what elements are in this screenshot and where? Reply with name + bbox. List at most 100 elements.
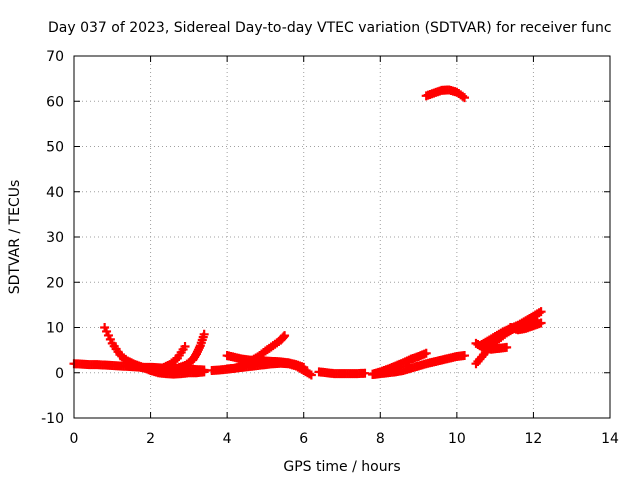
data-point (280, 331, 290, 341)
x-tick-label: 2 (146, 431, 155, 447)
y-tick-label: 50 (46, 140, 64, 156)
y-tick-label: 60 (46, 94, 64, 110)
data-point (199, 329, 209, 339)
data-point (301, 367, 311, 377)
data-point (530, 310, 540, 320)
data-point (255, 350, 265, 360)
y-tick-label: 40 (46, 185, 64, 201)
data-point (490, 337, 500, 347)
data-point (521, 316, 531, 326)
data-point (477, 352, 487, 362)
data-point (239, 360, 249, 370)
data-point (262, 345, 272, 355)
data-point (528, 311, 538, 321)
data-point (494, 334, 504, 344)
data-point (180, 361, 190, 371)
data-point (460, 93, 470, 103)
data-point (452, 87, 462, 97)
data-point (182, 359, 192, 369)
data-point (475, 354, 485, 364)
data-point (525, 313, 535, 323)
data-point (170, 355, 180, 365)
data-point (266, 342, 276, 352)
data-point (486, 334, 496, 344)
data-point (125, 358, 135, 368)
data-point (102, 326, 112, 336)
data-point (169, 356, 179, 366)
data-point (494, 329, 504, 339)
data-point (527, 312, 537, 322)
data-point (496, 328, 506, 338)
data-point (523, 315, 533, 325)
x-tick-label: 8 (376, 431, 385, 447)
data-point (534, 308, 544, 318)
data-point (259, 348, 269, 358)
data-point (536, 307, 546, 317)
data-point (532, 309, 542, 319)
x-tick-label: 12 (525, 431, 543, 447)
y-tick-label: 20 (46, 275, 64, 291)
data-point (180, 342, 190, 352)
data-point (421, 348, 431, 358)
data-point (264, 343, 274, 353)
data-point (237, 361, 247, 371)
data-point (272, 338, 282, 348)
data-point (268, 341, 278, 351)
x-tick-labels: 0 2 4 6 8 10 12 14 (70, 431, 619, 447)
data-point (473, 356, 483, 366)
data-point (488, 339, 498, 349)
data-point (513, 320, 523, 330)
data-point (360, 368, 370, 378)
data-point (109, 341, 119, 351)
data-point (492, 330, 502, 340)
data-point (304, 369, 314, 379)
x-tick-label: 4 (223, 431, 232, 447)
data-point (103, 330, 113, 340)
data-point (186, 356, 196, 366)
y-tick-label: 10 (46, 321, 64, 337)
data-point (100, 323, 110, 332)
x-tick-label: 10 (448, 431, 466, 447)
data-point (123, 356, 133, 366)
data-point (475, 341, 485, 351)
y-tick-label: -10 (41, 411, 64, 427)
data-point (257, 349, 267, 359)
y-axis-label: SDTVAR / TECUs (7, 180, 23, 295)
data-point (490, 332, 500, 342)
data-point (270, 339, 280, 349)
data-point (178, 344, 188, 354)
data-point (517, 318, 527, 328)
data-point (260, 346, 270, 356)
data-point (456, 90, 466, 100)
data-point (172, 353, 182, 363)
x-axis-label: GPS time / hours (283, 459, 400, 475)
data-point (105, 334, 115, 344)
y-tick-label: 70 (46, 49, 64, 65)
data-point (519, 317, 529, 327)
data-point (481, 337, 491, 347)
data-point (454, 89, 464, 99)
data-point (488, 333, 498, 343)
data-point (117, 351, 127, 361)
y-tick-label: 0 (55, 366, 64, 382)
x-tick-label: 6 (299, 431, 308, 447)
plot-frame (73, 55, 611, 419)
data-point (121, 355, 131, 365)
data-point (473, 339, 483, 349)
y-tick-labels: -10 0 10 20 30 40 50 60 70 (41, 49, 64, 427)
data-point (484, 335, 494, 345)
data-point (115, 350, 125, 360)
data-point (119, 354, 129, 364)
data-point (482, 336, 492, 346)
y-tick-label: 30 (46, 230, 64, 246)
data-point (471, 338, 481, 348)
data-points (69, 85, 546, 380)
data-point (477, 342, 487, 352)
data-point (306, 370, 316, 380)
data-point (274, 337, 284, 347)
data-point (515, 319, 525, 329)
data-point (471, 359, 481, 369)
data-point (479, 338, 489, 348)
data-point (176, 347, 186, 357)
